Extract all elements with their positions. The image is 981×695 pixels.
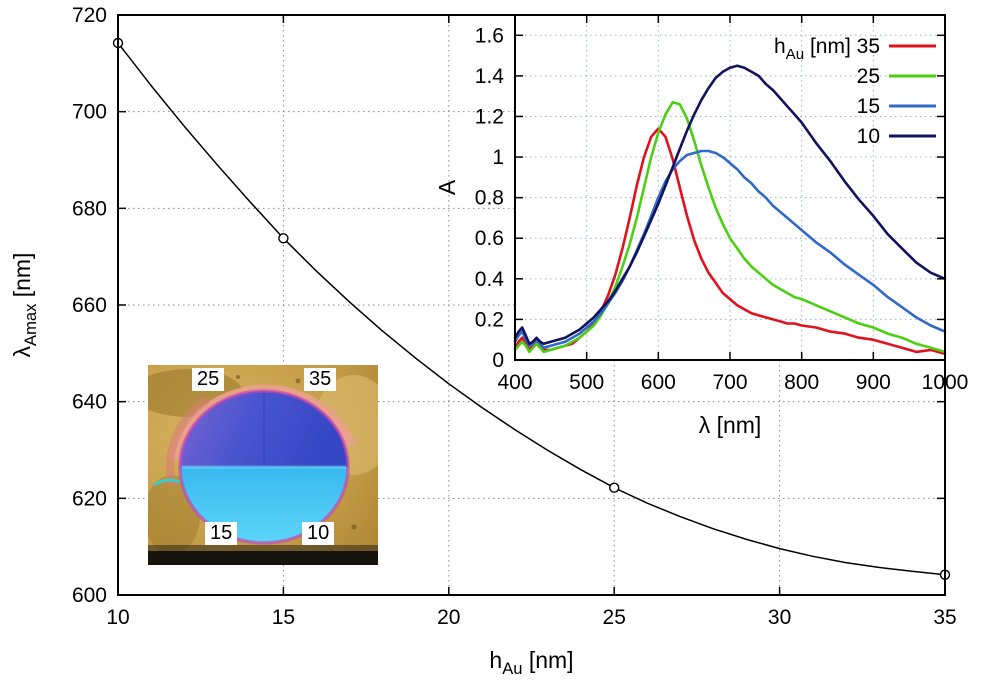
- inset-chart-ytick-label: 0.2: [475, 308, 504, 331]
- main-chart-marker: [609, 482, 620, 493]
- inset-chart-xtick-label: 500: [569, 371, 604, 394]
- inset-chart-xtick-label: 1000: [922, 371, 969, 394]
- photo-speck: [351, 524, 357, 530]
- inset-chart-ytick-label: 1.4: [475, 65, 505, 88]
- inset-chart-xtick-label: 400: [497, 371, 532, 394]
- inset-chart-legend-label-10: 10: [857, 125, 880, 148]
- main-chart-series-lambda-Amax: [117, 42, 946, 576]
- sample-photo-art: [148, 365, 378, 565]
- main-chart-xtick-label: 10: [106, 606, 129, 629]
- inset-chart-legend-label-35: hAu [nm] 35: [774, 35, 880, 63]
- main-chart-ytick-label: 680: [72, 197, 107, 220]
- main-chart-marker: [278, 233, 289, 244]
- main-chart-ytick-label: 600: [72, 584, 107, 607]
- inset-chart-ytick-label: 0: [492, 349, 504, 372]
- inset-chart-series-10: [513, 64, 947, 346]
- inset-chart-xtick-label: 600: [641, 371, 676, 394]
- main-chart-xtick-label: 35: [933, 606, 956, 629]
- inset-chart-ytick-label: 1.6: [475, 24, 504, 47]
- photo-label-35: 35: [304, 368, 337, 391]
- main-chart-xtick-label: 25: [603, 606, 626, 629]
- main-chart-xtick-label: 15: [272, 606, 295, 629]
- photo-cyan-streak: [153, 478, 181, 487]
- inset-chart-ytick-label: 0.6: [475, 227, 504, 250]
- inset-chart-ylabel: A: [434, 179, 460, 195]
- photo-label-15: 15: [205, 522, 238, 545]
- main-chart-ytick-label: 700: [72, 101, 107, 124]
- photo-bottom-shadow: [148, 545, 378, 552]
- main-chart-ytick-label: 660: [72, 294, 107, 317]
- inset-chart: 400 500 600 700 800 900 1000 0 0.2 0.4 0.6 0.8 1 1.2 1…: [434, 14, 969, 438]
- main-chart-xtick-label: 20: [437, 606, 460, 629]
- photo-disc-top: [180, 391, 348, 467]
- inset-chart-legend-label-25: 25: [857, 65, 880, 88]
- main-chart-ylabel: λAmax [nm]: [9, 253, 40, 358]
- inset-chart-xtick-label: 800: [784, 371, 819, 394]
- inset-chart-ytick-label: 0.8: [475, 187, 504, 210]
- photo-inset: 25 35 15 10: [148, 365, 378, 565]
- main-chart-ytick-label: 640: [72, 391, 107, 414]
- photo-label-10: 10: [302, 522, 335, 545]
- inset-chart-xlabel: λ [nm]: [699, 412, 762, 438]
- main-chart-xtick-label: 30: [768, 606, 791, 629]
- inset-chart-background: [515, 15, 945, 360]
- inset-chart-series-15: [513, 149, 947, 350]
- main-chart-ytick-label: 620: [72, 487, 107, 510]
- inset-chart-xtick-label: 900: [856, 371, 891, 394]
- inset-chart-ytick-label: 0.4: [475, 268, 505, 291]
- inset-chart-series-25: [513, 101, 947, 354]
- main-chart-xlabel: hAu [nm]: [489, 647, 573, 678]
- inset-chart-xtick-label: 700: [712, 371, 747, 394]
- inset-chart-ytick-label: 1.2: [475, 105, 504, 128]
- photo-label-25: 25: [192, 368, 225, 391]
- photo-speck: [295, 378, 301, 384]
- inset-chart-ytick-label: 1: [492, 146, 504, 169]
- photo-speck: [236, 375, 240, 379]
- photo-pink-ring-outer: [165, 395, 211, 486]
- inset-chart-legend-label-15: 15: [857, 95, 880, 118]
- photo-disc-rim: [178, 389, 350, 545]
- main-chart-ytick-label: 720: [72, 4, 107, 27]
- photo-bottom-strip: [148, 551, 378, 565]
